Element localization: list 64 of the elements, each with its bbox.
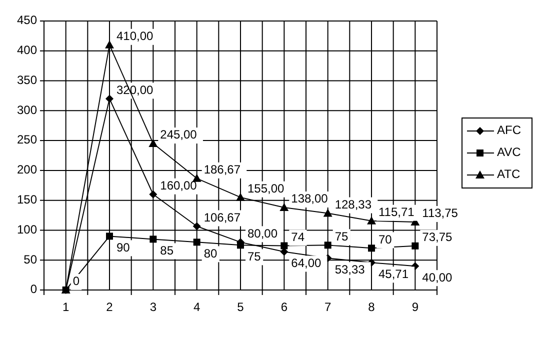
point	[106, 94, 114, 103]
point	[149, 190, 158, 198]
x-tick-label: 7	[324, 300, 332, 314]
data-label: 160,00	[160, 178, 198, 193]
data-label: 0	[72, 274, 80, 288]
data-label: 74	[291, 230, 305, 244]
data-label: 80,00	[248, 226, 278, 240]
point	[105, 40, 114, 48]
data-label: 186,67	[204, 162, 241, 177]
legend-label: AVC	[497, 145, 522, 160]
y-tick-label: 100	[16, 222, 38, 236]
y-tick-label: 350	[16, 72, 38, 87]
data-label: 245,00	[160, 128, 198, 142]
y-tick-label: 50	[24, 252, 38, 266]
data-label: 64,00	[291, 256, 322, 270]
point	[192, 174, 202, 182]
x-tick-label: 2	[106, 300, 114, 314]
point	[106, 232, 113, 240]
data-label: 410,00	[116, 29, 154, 44]
data-label: 75	[334, 229, 349, 244]
data-label: 113,75	[422, 206, 458, 220]
y-tick-label: 0	[30, 282, 38, 296]
y-tick-label: 400	[16, 43, 38, 58]
point	[236, 192, 245, 201]
point	[323, 208, 332, 217]
x-tick-label: 1	[62, 300, 70, 314]
point	[280, 203, 289, 212]
point	[367, 216, 376, 224]
point	[237, 242, 244, 249]
point	[192, 222, 201, 230]
point	[150, 236, 157, 243]
x-tick-label: 9	[412, 300, 419, 314]
data-label: 75	[248, 249, 262, 264]
data-label: 45,71	[378, 266, 409, 281]
y-tick-label: 200	[16, 162, 38, 177]
data-label: 155,00	[248, 182, 285, 196]
data-label: 106,67	[204, 210, 241, 224]
data-label: 40,00	[422, 270, 453, 284]
data-label: 70	[378, 232, 392, 246]
point	[324, 242, 332, 249]
data-label: 128,33	[334, 197, 372, 212]
point	[280, 242, 288, 250]
y-tick-label: 450	[16, 13, 38, 28]
data-label: 80	[204, 246, 218, 260]
x-tick-label: 8	[368, 300, 376, 314]
y-tick-label: 300	[16, 102, 38, 117]
legend-label: AFC	[497, 123, 522, 138]
data-label: 53,33	[334, 262, 366, 276]
x-tick-label: 5	[237, 300, 244, 314]
data-label: 73,75	[422, 230, 453, 244]
data-label: 85	[160, 243, 174, 258]
x-tick-label: 3	[150, 300, 157, 314]
x-tick-label: 4	[193, 300, 200, 314]
point	[368, 244, 375, 252]
point	[412, 242, 419, 250]
x-tick-label: 6	[280, 300, 288, 314]
data-label: 90	[116, 240, 130, 254]
point	[193, 238, 200, 246]
y-tick-label: 250	[16, 132, 38, 147]
y-tick-label: 150	[16, 192, 38, 207]
point	[148, 139, 158, 148]
data-label: 138,00	[291, 192, 328, 206]
legend-label: ATC	[497, 167, 520, 182]
data-label: 115,71	[378, 205, 415, 220]
